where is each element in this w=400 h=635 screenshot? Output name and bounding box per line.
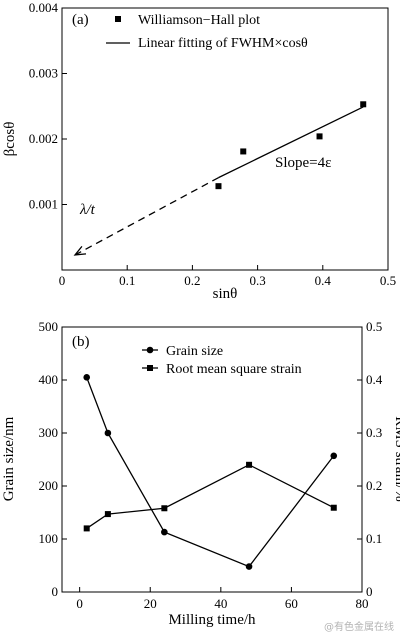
y-ticks-b-left: 0 100 200 300 400 500 — [39, 319, 67, 599]
data-point-rms-strain — [83, 525, 90, 532]
y-tick-label-b-left: 0 — [52, 584, 59, 599]
legend-b: Grain size Root mean square strain — [142, 344, 302, 377]
x-tick-label-b: 40 — [214, 596, 227, 611]
x-tick-label-a: 0.4 — [315, 273, 332, 288]
data-point-grain-size — [83, 374, 91, 381]
data-point-grain-size — [330, 452, 338, 460]
x-tick-label-b: 20 — [144, 596, 157, 611]
x-tick-label-a: 0.3 — [249, 273, 265, 288]
x-tick-label-a: 0.1 — [119, 273, 135, 288]
y-tick-label-b-right: 0.4 — [366, 372, 383, 387]
data-point-rms-strain — [246, 461, 253, 468]
y-axis-label-b-right: RMS strain/% — [392, 416, 400, 501]
annotation-intercept: λ/t — [79, 202, 96, 218]
y-tick-label-a: 0.003 — [29, 66, 58, 81]
fit-line — [218, 106, 364, 179]
panel-a: 0 0.1 0.2 0.3 0.4 0.5 0.001 0.002 0.003 0.004 (a… — [2, 0, 396, 302]
extrapolation-line — [74, 177, 219, 256]
y-ticks-b-right: 0 0.1 0.2 0.3 0.4 0.5 — [357, 319, 383, 599]
y-tick-label-b-left: 300 — [39, 425, 59, 440]
panel-b: 0 20 40 60 80 0 100 200 300 400 500 0 0.1 0.2 0.3 0.4… — [1, 319, 400, 628]
data-point-williamson-hall — [215, 183, 222, 190]
x-axis-label-b: Milling time/h — [168, 612, 256, 628]
y-tick-label-b-right: 0.5 — [366, 319, 382, 334]
data-point-rms-strain — [104, 511, 111, 518]
y-axis-label-b-left: Grain size/nm — [1, 416, 17, 501]
y-tick-label-a: 0.004 — [29, 0, 59, 15]
data-point-grain-size — [104, 429, 112, 437]
data-point-grain-size — [245, 563, 253, 570]
y-tick-label-a: 0.002 — [29, 131, 58, 146]
legend-marker-grain-size — [146, 346, 154, 354]
legend-label-williamson-hall: Williamson−Hall plot — [138, 13, 260, 28]
x-ticks-a: 0 0.1 0.2 0.3 0.4 0.5 — [59, 265, 396, 288]
data-point-williamson-hall — [316, 133, 323, 140]
y-tick-label-b-left: 500 — [39, 319, 59, 334]
x-ticks-b: 0 20 40 60 80 — [76, 587, 369, 611]
y-tick-label-b-left: 100 — [39, 531, 59, 546]
legend-marker-rms-strain — [147, 365, 153, 371]
plot-frame-b — [61, 326, 363, 593]
data-point-williamson-hall — [240, 148, 247, 155]
data-point-williamson-hall — [360, 101, 367, 108]
y-tick-label-b-right: 0.1 — [366, 531, 382, 546]
y-tick-label-b-right: 0.2 — [366, 478, 382, 493]
panel-label-b: (b) — [72, 334, 90, 350]
series-line-grain-size — [86, 377, 335, 568]
series-line-rms-strain — [86, 464, 335, 529]
y-tick-label-a: 0.001 — [29, 197, 58, 212]
data-layer-b — [83, 374, 338, 570]
legend-marker-williamson-hall — [115, 16, 121, 22]
legend-label-rms-strain: Root mean square strain — [166, 362, 302, 377]
data-point-rms-strain — [161, 505, 168, 512]
x-tick-label-a: 0 — [59, 273, 66, 288]
y-axis-label-a: βcosθ — [2, 122, 18, 157]
x-axis-label-a: sinθ — [213, 286, 238, 302]
x-tick-label-b: 80 — [356, 596, 369, 611]
annotation-slope: Slope=4ε — [275, 155, 331, 171]
x-tick-label-a: 0.5 — [380, 273, 396, 288]
y-tick-label-b-left: 400 — [39, 372, 59, 387]
legend-a: Williamson−Hall plot Linear fitting of F… — [106, 13, 308, 51]
legend-label-grain-size: Grain size — [166, 344, 223, 359]
y-tick-label-b-left: 200 — [39, 478, 59, 493]
x-tick-label-b: 60 — [285, 596, 298, 611]
panel-label-a: (a) — [72, 12, 89, 28]
x-tick-label-b: 0 — [76, 596, 83, 611]
data-point-grain-size — [161, 528, 168, 536]
y-tick-label-b-right: 0 — [366, 584, 373, 599]
y-tick-label-b-right: 0.3 — [366, 425, 382, 440]
x-tick-label-a: 0.2 — [184, 273, 200, 288]
y-ticks-a: 0.001 0.002 0.003 0.004 — [29, 0, 67, 212]
legend-label-linear-fit: Linear fitting of FWHM×cosθ — [138, 36, 308, 51]
data-point-rms-strain — [330, 504, 337, 511]
data-layer-a — [73, 101, 367, 256]
extrapolation-arrowhead — [73, 245, 87, 256]
watermark: @有色金属在线 — [324, 620, 394, 633]
